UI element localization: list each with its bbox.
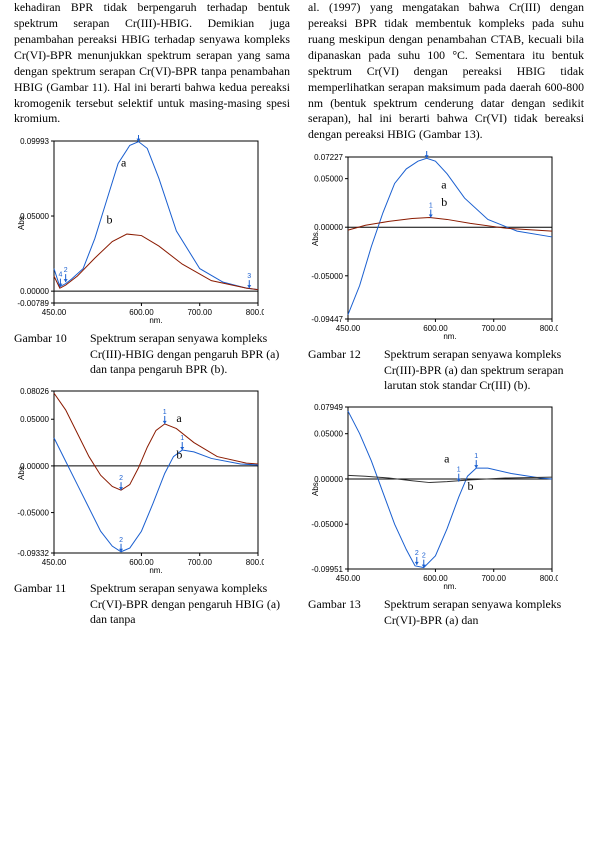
svg-text:700.00: 700.00 (481, 324, 506, 333)
svg-text:450.00: 450.00 (42, 558, 67, 567)
svg-text:0.09993: 0.09993 (20, 137, 49, 146)
svg-text:Abs.: Abs. (311, 480, 320, 496)
svg-text:2: 2 (119, 537, 123, 544)
svg-text:a: a (444, 452, 450, 466)
figure-11-chart: -0.09332-0.050000.000000.050000.08026450… (14, 385, 264, 575)
svg-text:800.00: 800.00 (246, 308, 264, 317)
figure-11: -0.09332-0.050000.000000.050000.08026450… (14, 385, 290, 575)
svg-text:nm.: nm. (443, 582, 456, 591)
figure-12: -0.09447-0.050000.000000.050000.07227450… (308, 151, 584, 341)
svg-text:nm.: nm. (149, 566, 162, 575)
svg-text:700.00: 700.00 (187, 558, 212, 567)
svg-text:450.00: 450.00 (336, 324, 361, 333)
svg-text:0.00000: 0.00000 (20, 288, 49, 297)
svg-text:-0.09447: -0.09447 (311, 315, 343, 324)
svg-text:1: 1 (457, 467, 461, 474)
right-paragraph: al. (1997) yang mengatakan bahwa Cr(III)… (308, 0, 584, 143)
svg-text:-0.09332: -0.09332 (17, 549, 49, 558)
svg-text:b: b (467, 479, 473, 493)
svg-text:-0.00789: -0.00789 (17, 299, 49, 308)
figure-13-chart: -0.09951-0.050000.000000.050000.07949450… (308, 401, 558, 591)
svg-text:700.00: 700.00 (481, 574, 506, 583)
svg-text:Abs.: Abs. (311, 230, 320, 246)
svg-text:450.00: 450.00 (336, 574, 361, 583)
figure-10: -0.007890.000000.050000.09993450.00600.0… (14, 135, 290, 325)
right-column: al. (1997) yang mengatakan bahwa Cr(III)… (308, 0, 584, 634)
svg-text:nm.: nm. (443, 332, 456, 341)
figure-12-chart: -0.09447-0.050000.000000.050000.07227450… (308, 151, 558, 341)
figure-13-caption: Gambar 13 Spektrum serapan senyawa kompl… (308, 597, 584, 628)
svg-text:1: 1 (429, 203, 433, 210)
svg-text:1: 1 (474, 453, 478, 460)
svg-text:1: 1 (180, 435, 184, 442)
svg-text:0.05000: 0.05000 (314, 175, 343, 184)
svg-text:800.00: 800.00 (246, 558, 264, 567)
svg-text:b: b (106, 213, 112, 227)
figure-10-caption: Gambar 10 Spektrum serapan senyawa kompl… (14, 331, 290, 377)
figure-12-caption: Gambar 12 Spektrum serapan senyawa kompl… (308, 347, 584, 393)
svg-text:a: a (176, 411, 182, 425)
svg-text:1: 1 (163, 409, 167, 416)
svg-text:700.00: 700.00 (187, 308, 212, 317)
caption-label: Gambar 10 (14, 331, 90, 377)
caption-text: Spektrum serapan senyawa kompleks Cr(VI)… (90, 581, 290, 627)
left-paragraph: kehadiran BPR tidak berpengaruh terhadap… (14, 0, 290, 127)
svg-text:nm.: nm. (149, 316, 162, 325)
left-column: kehadiran BPR tidak berpengaruh terhadap… (14, 0, 290, 634)
svg-text:4: 4 (58, 272, 62, 279)
svg-text:Abs.: Abs. (17, 464, 26, 480)
svg-text:0.07227: 0.07227 (314, 153, 343, 162)
svg-text:0.07949: 0.07949 (314, 403, 343, 412)
page: kehadiran BPR tidak berpengaruh terhadap… (0, 0, 598, 634)
caption-label: Gambar 12 (308, 347, 384, 393)
svg-text:0.05000: 0.05000 (314, 430, 343, 439)
svg-text:-0.05000: -0.05000 (311, 520, 343, 529)
svg-text:0.05000: 0.05000 (20, 416, 49, 425)
svg-text:2: 2 (64, 268, 68, 275)
figure-11-caption: Gambar 11 Spektrum serapan senyawa kompl… (14, 581, 290, 627)
svg-text:-0.09951: -0.09951 (311, 565, 343, 574)
svg-text:-0.05000: -0.05000 (17, 509, 49, 518)
figure-10-chart: -0.007890.000000.050000.09993450.00600.0… (14, 135, 264, 325)
svg-text:0.08026: 0.08026 (20, 387, 49, 396)
figure-13: -0.09951-0.050000.000000.050000.07949450… (308, 401, 584, 591)
svg-text:-0.05000: -0.05000 (311, 272, 343, 281)
caption-text: Spektrum serapan senyawa kompleks Cr(III… (384, 347, 584, 393)
caption-label: Gambar 13 (308, 597, 384, 628)
svg-text:3: 3 (247, 274, 251, 281)
svg-text:a: a (121, 156, 127, 170)
caption-label: Gambar 11 (14, 581, 90, 627)
svg-text:800.00: 800.00 (540, 324, 558, 333)
svg-text:Abs.: Abs. (17, 214, 26, 230)
caption-text: Spektrum serapan senyawa kompleks Cr(VI)… (384, 597, 584, 628)
svg-text:2: 2 (119, 476, 123, 483)
svg-text:b: b (176, 448, 182, 462)
svg-text:2: 2 (415, 550, 419, 557)
svg-text:2: 2 (422, 553, 426, 560)
svg-text:800.00: 800.00 (540, 574, 558, 583)
svg-text:450.00: 450.00 (42, 308, 67, 317)
caption-text: Spektrum serapan senyawa kompleks Cr(III… (90, 331, 290, 377)
svg-text:a: a (441, 178, 447, 192)
svg-text:b: b (441, 195, 447, 209)
